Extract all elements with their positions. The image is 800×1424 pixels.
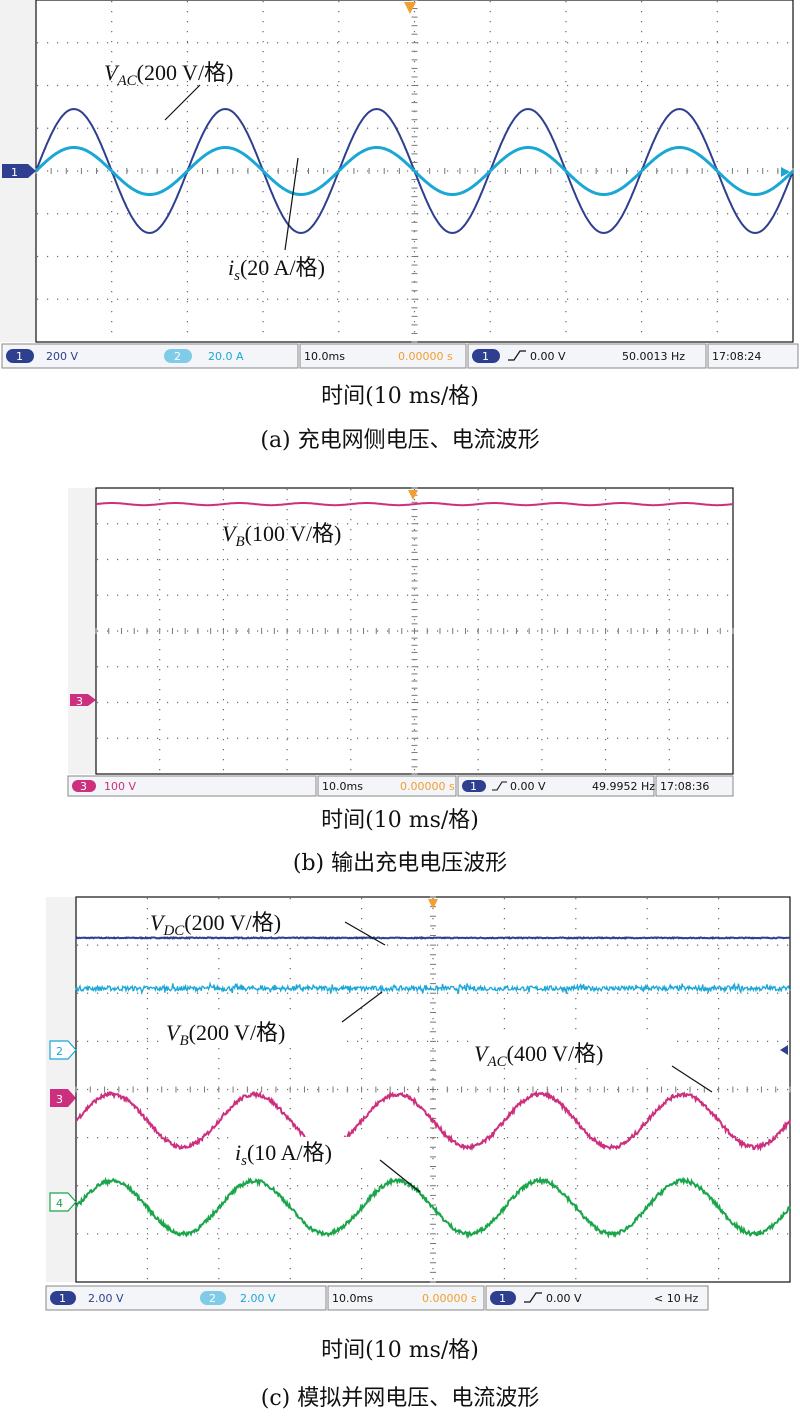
trigger-level: 0.00 V — [510, 780, 546, 793]
delay: 0.00000 s — [422, 1292, 477, 1305]
clock: 17:08:24 — [712, 350, 761, 363]
svg-text:1: 1 — [499, 1292, 506, 1305]
svg-text:1: 1 — [482, 350, 489, 363]
time-label-a: 时间(10 ms/格) — [321, 384, 479, 409]
timebase: 10.0ms — [304, 350, 345, 363]
svg-text:2: 2 — [209, 1292, 216, 1305]
channel-marker-label: 3 — [56, 1093, 63, 1106]
frequency: 49.9952 Hz — [592, 780, 655, 793]
channel-marker-label: 3 — [76, 695, 83, 708]
svg-text:1: 1 — [470, 780, 477, 793]
svg-text:is(10 A/格): is(10 A/格) — [235, 1140, 332, 1169]
ch2-scale: 2.00 V — [240, 1292, 276, 1305]
svg-text:3: 3 — [80, 780, 87, 793]
timebase: 10.0ms — [332, 1292, 373, 1305]
time-label-b: 时间(10 ms/格) — [321, 808, 479, 833]
channel-marker-label: 4 — [56, 1197, 63, 1210]
status-bar-a: 1 200 V 2 20.0 A 10.0ms 0.00000 s 1 0.00… — [2, 344, 798, 368]
caption-a: (a) 充电网侧电压、电流波形 — [260, 428, 539, 453]
caption-b: (b) 输出充电电压波形 — [293, 851, 507, 876]
svg-text:is(20 A/格): is(20 A/格) — [228, 255, 325, 284]
ch1-scale: 2.00 V — [88, 1292, 124, 1305]
panel-b: 3 VB(100 V/格) 3 100 V 10.0ms 0.00000 s 1… — [68, 488, 733, 876]
trigger-level: 0.00 V — [546, 1292, 582, 1305]
ch1-scale: 200 V — [46, 350, 78, 363]
frequency: 50.0013 Hz — [622, 350, 685, 363]
status-bar-b: 3 100 V 10.0ms 0.00000 s 1 0.00 V 49.995… — [68, 776, 733, 796]
time-label-c: 时间(10 ms/格) — [321, 1338, 479, 1363]
ch3-scale: 100 V — [104, 780, 136, 793]
delay: 0.00000 s — [400, 780, 455, 793]
panel-b-left-margin — [68, 488, 96, 774]
frequency: < 10 Hz — [654, 1292, 698, 1305]
panel-b-traces — [96, 503, 733, 505]
timebase: 10.0ms — [322, 780, 363, 793]
svg-text:1: 1 — [59, 1292, 66, 1305]
delay: 0.00000 s — [398, 350, 453, 363]
svg-text:1: 1 — [16, 350, 23, 363]
status-bar-c: 1 2.00 V 2 2.00 V 10.0ms 0.00000 s 1 0.0… — [46, 1286, 708, 1310]
channel-marker-label: 2 — [56, 1045, 63, 1058]
ch2-scale: 20.0 A — [208, 350, 244, 363]
panel-c: 2 3 4 VDC(200 V/格) VB(200 V/格) VAC(400 V… — [46, 897, 790, 1411]
panel-a: 1 VAC(200 V/格) is(20 A/格) 1 200 V 2 20.0… — [0, 0, 798, 453]
channel-marker-label: 1 — [11, 166, 18, 179]
clock: 17:08:36 — [660, 780, 709, 793]
trigger-level: 0.00 V — [530, 350, 566, 363]
caption-c: (c) 模拟并网电压、电流波形 — [261, 1386, 539, 1411]
svg-text:2: 2 — [174, 350, 181, 363]
trace-b-0 — [96, 503, 733, 505]
